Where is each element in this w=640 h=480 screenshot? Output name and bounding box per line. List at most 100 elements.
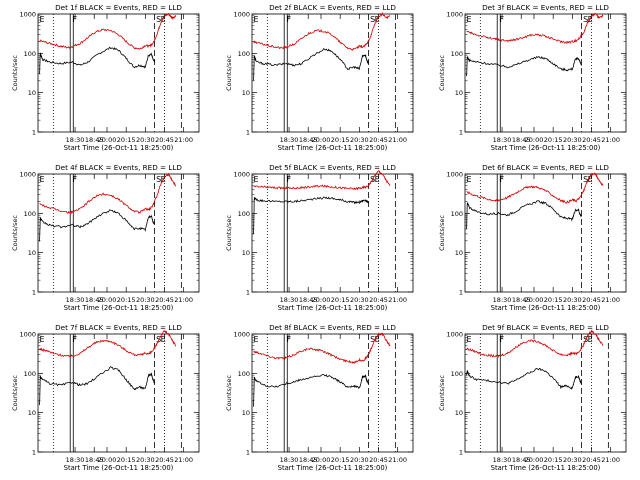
segment-marker-label: F xyxy=(287,175,292,184)
y-tick-label: 1000 xyxy=(233,331,250,339)
segment-marker-label: E xyxy=(254,15,259,24)
x-tick-label: 20:00 xyxy=(525,456,544,464)
y-tick-label: 1 xyxy=(459,129,463,137)
series-line-black xyxy=(253,196,369,235)
segment-marker-label: F xyxy=(287,15,292,24)
series-line-red xyxy=(39,329,177,358)
x-tick-label: 20:45 xyxy=(155,136,174,144)
panel-title: Det 3f BLACK = Events, RED = LLD xyxy=(482,3,609,12)
series-line-black xyxy=(466,56,582,77)
panel-det-4: Det 4f BLACK = Events, RED = LLD 1 10 100 10… xyxy=(11,163,200,312)
y-tick-label: 10 xyxy=(455,409,463,417)
y-tick-label: 100 xyxy=(238,50,250,58)
x-tick-label: 20:15 xyxy=(331,136,350,144)
x-tick-label: 18:30 xyxy=(66,296,85,304)
x-tick-label: 21:00 xyxy=(174,296,193,304)
x-tick-label: 20:00 xyxy=(312,456,331,464)
plot-frame xyxy=(251,13,414,133)
x-axis-label: Start Time (26-Oct-11 18:25:00) xyxy=(278,464,388,472)
y-tick-label: 1000 xyxy=(446,331,463,339)
y-tick-label: 1 xyxy=(32,129,36,137)
x-tick-label: 21:00 xyxy=(601,136,620,144)
x-tick-label: 21:00 xyxy=(174,456,193,464)
y-tick-label: 10 xyxy=(28,89,36,97)
x-axis-label: Start Time (26-Oct-11 18:25:00) xyxy=(491,464,601,472)
series-line-black xyxy=(466,200,582,229)
plot-frame xyxy=(464,173,627,293)
series-line-red xyxy=(466,329,604,359)
x-tick-label: 21:00 xyxy=(388,456,407,464)
x-tick-label: 18:45 xyxy=(512,456,531,464)
plot-frame xyxy=(251,333,414,453)
series-line-red xyxy=(253,332,391,364)
x-tick-label: 20:15 xyxy=(331,296,350,304)
x-tick-label: 18:30 xyxy=(280,296,299,304)
y-tick-label: 1000 xyxy=(19,331,36,339)
y-axis-label: Counts/sec xyxy=(438,55,446,91)
y-axis-label: Counts/sec xyxy=(11,215,19,251)
x-tick-label: 20:15 xyxy=(544,296,563,304)
x-axis-label: Start Time (26-Oct-11 18:25:00) xyxy=(64,144,174,152)
segment-marker-label: E xyxy=(40,335,45,344)
x-tick-label: 20:30 xyxy=(563,136,582,144)
segment-marker-label: E xyxy=(588,175,593,184)
x-tick-label: 18:30 xyxy=(66,136,85,144)
x-tick-label: 20:30 xyxy=(563,456,582,464)
panel-det-3: Det 3f BLACK = Events, RED = LLD 1 10 100 10… xyxy=(438,3,627,152)
x-axis-label: Start Time (26-Oct-11 18:25:00) xyxy=(491,304,601,312)
panel-title: Det 7f BLACK = Events, RED = LLD xyxy=(55,323,182,332)
x-tick-label: 18:30 xyxy=(280,136,299,144)
y-tick-label: 1000 xyxy=(233,171,250,179)
x-tick-label: 18:30 xyxy=(493,456,512,464)
plot-frame xyxy=(464,13,627,133)
segment-marker-label: F xyxy=(73,335,78,344)
y-tick-label: 1 xyxy=(246,449,250,457)
x-tick-label: 18:45 xyxy=(512,296,531,304)
x-tick-label: 20:00 xyxy=(525,296,544,304)
x-tick-label: 20:15 xyxy=(544,136,563,144)
series-line-black xyxy=(39,366,155,406)
y-tick-label: 100 xyxy=(24,210,36,218)
segment-marker-label: S xyxy=(583,15,588,24)
x-tick-label: 20:30 xyxy=(136,136,155,144)
y-tick-label: 10 xyxy=(455,249,463,257)
x-axis-label: Start Time (26-Oct-11 18:25:00) xyxy=(64,464,174,472)
panel-det-6: Det 6f BLACK = Events, RED = LLD 1 10 100 10… xyxy=(438,163,627,312)
series-line-black xyxy=(39,209,155,242)
x-tick-label: 20:45 xyxy=(155,456,174,464)
y-tick-label: 1000 xyxy=(19,11,36,19)
y-tick-label: 1000 xyxy=(233,11,250,19)
y-tick-label: 1000 xyxy=(19,171,36,179)
y-tick-label: 10 xyxy=(242,409,250,417)
x-tick-label: 20:00 xyxy=(98,456,117,464)
panel-title: Det 1f BLACK = Events, RED = LLD xyxy=(55,3,182,12)
segment-marker-label: E xyxy=(467,15,472,24)
y-tick-label: 100 xyxy=(451,370,463,378)
x-tick-label: 18:45 xyxy=(299,136,318,144)
y-tick-label: 1 xyxy=(246,289,250,297)
x-tick-label: 20:00 xyxy=(98,136,117,144)
y-tick-label: 100 xyxy=(238,210,250,218)
panel-det-7: Det 7f BLACK = Events, RED = LLD 1 10 100 10… xyxy=(11,323,200,472)
x-tick-label: 21:00 xyxy=(174,136,193,144)
segment-marker-label: E xyxy=(254,335,259,344)
x-tick-label: 18:45 xyxy=(85,296,104,304)
series-line-red xyxy=(253,12,391,51)
x-tick-label: 20:45 xyxy=(369,456,388,464)
panel-det-2: Det 2f BLACK = Events, RED = LLD 1 10 100 10… xyxy=(225,3,414,152)
x-tick-label: 21:00 xyxy=(388,296,407,304)
segment-marker-label: E xyxy=(467,335,472,344)
segment-marker-label: S xyxy=(156,175,161,184)
series-line-black xyxy=(466,367,582,391)
y-tick-label: 100 xyxy=(24,370,36,378)
y-axis-label: Counts/sec xyxy=(225,375,233,411)
panel-title: Det 6f BLACK = Events, RED = LLD xyxy=(482,163,609,172)
x-axis-label: Start Time (26-Oct-11 18:25:00) xyxy=(278,304,388,312)
segment-marker-label: E xyxy=(588,15,593,24)
y-tick-label: 10 xyxy=(455,89,463,97)
x-axis-label: Start Time (26-Oct-11 18:25:00) xyxy=(64,304,174,312)
x-tick-label: 20:15 xyxy=(117,296,136,304)
segment-marker-label: F xyxy=(73,15,78,24)
x-tick-label: 21:00 xyxy=(601,296,620,304)
